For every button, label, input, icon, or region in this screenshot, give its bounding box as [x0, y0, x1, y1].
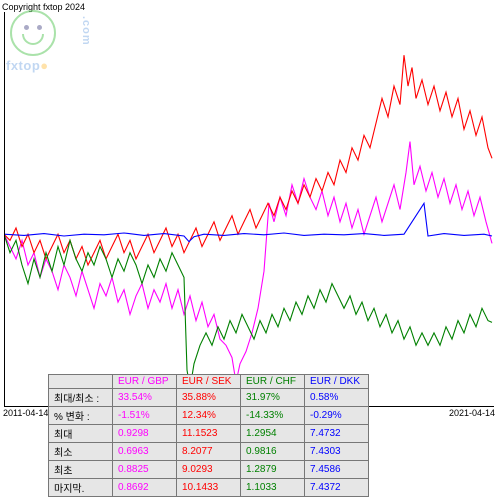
table-header-row: EUR / GBP EUR / SEK EUR / CHF EUR / DKK — [49, 375, 369, 389]
table-cell: 11.1523 — [177, 425, 241, 443]
chart-area — [4, 12, 494, 407]
table-cell: 0.6963 — [113, 443, 177, 461]
table-cell: 1.2954 — [241, 425, 305, 443]
table-cell: 0.9298 — [113, 425, 177, 443]
table-cell: 1.1033 — [241, 479, 305, 497]
row-label: 최대/최소 : — [49, 389, 113, 407]
row-label: 최초 — [49, 461, 113, 479]
table-cell: 35.88% — [177, 389, 241, 407]
row-label: 최대 — [49, 425, 113, 443]
table-cell: 33.54% — [113, 389, 177, 407]
table-cell: 9.0293 — [177, 461, 241, 479]
table-row: 최초0.88259.02931.28797.4586 — [49, 461, 369, 479]
table-cell: 31.97% — [241, 389, 305, 407]
col-header: EUR / GBP — [113, 375, 177, 389]
table-cell: 7.4303 — [305, 443, 369, 461]
table-cell: 0.58% — [305, 389, 369, 407]
header-blank — [49, 375, 113, 389]
chart-border — [4, 12, 494, 407]
table-cell: -14.33% — [241, 407, 305, 425]
table-cell: -1.51% — [113, 407, 177, 425]
table-cell: 8.2077 — [177, 443, 241, 461]
table-cell: 0.9816 — [241, 443, 305, 461]
row-label: % 변화 : — [49, 407, 113, 425]
table-cell: 10.1433 — [177, 479, 241, 497]
summary-table: EUR / GBP EUR / SEK EUR / CHF EUR / DKK … — [48, 374, 369, 497]
table-cell: 12.34% — [177, 407, 241, 425]
table-row: 최소0.69638.20770.98167.4303 — [49, 443, 369, 461]
table-row: 마지막.0.869210.14331.10337.4372 — [49, 479, 369, 497]
table-cell: 0.8825 — [113, 461, 177, 479]
x-axis-start: 2011-04-14 — [3, 408, 48, 418]
table-cell: -0.29% — [305, 407, 369, 425]
table-row: % 변화 :-1.51%12.34%-14.33%-0.29% — [49, 407, 369, 425]
table-cell: 7.4372 — [305, 479, 369, 497]
col-header: EUR / DKK — [305, 375, 369, 389]
row-label: 최소 — [49, 443, 113, 461]
x-axis-end: 2021-04-14 — [449, 408, 495, 418]
table-cell: 1.2879 — [241, 461, 305, 479]
table-row: 최대/최소 :33.54%35.88%31.97%0.58% — [49, 389, 369, 407]
col-header: EUR / SEK — [177, 375, 241, 389]
table-cell: 7.4732 — [305, 425, 369, 443]
row-label: 마지막. — [49, 479, 113, 497]
col-header: EUR / CHF — [241, 375, 305, 389]
table-cell: 0.8692 — [113, 479, 177, 497]
table-row: 최대0.929811.15231.29547.4732 — [49, 425, 369, 443]
table-cell: 7.4586 — [305, 461, 369, 479]
